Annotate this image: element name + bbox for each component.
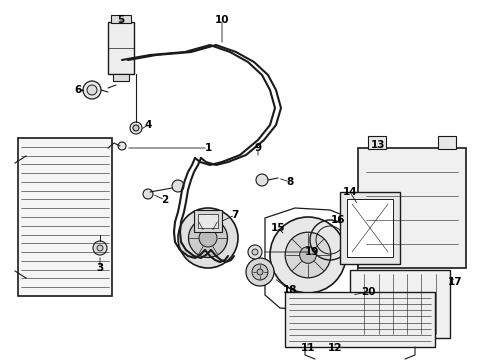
Bar [358, 148, 466, 268]
Circle shape [178, 208, 238, 268]
Text: 19: 19 [305, 247, 319, 257]
Text: 7: 7 [231, 210, 239, 220]
Text: 10: 10 [215, 15, 229, 25]
Text: 6: 6 [74, 85, 82, 95]
Circle shape [199, 229, 217, 247]
Bar [198, 214, 218, 228]
Bar [194, 210, 222, 232]
Circle shape [246, 258, 274, 286]
Circle shape [248, 245, 262, 259]
Circle shape [93, 241, 107, 255]
Text: 3: 3 [97, 263, 103, 273]
Circle shape [270, 217, 346, 293]
Text: 20: 20 [361, 287, 375, 297]
Circle shape [252, 264, 268, 280]
Bar [18, 138, 112, 296]
Circle shape [87, 85, 97, 95]
Text: 13: 13 [371, 140, 385, 150]
Circle shape [83, 81, 101, 99]
Circle shape [257, 269, 263, 275]
Bar [108, 22, 134, 74]
Circle shape [172, 180, 184, 192]
Text: 12: 12 [328, 343, 342, 353]
Circle shape [285, 232, 331, 278]
Bar [347, 199, 393, 257]
Circle shape [133, 125, 139, 131]
Bar [113, 74, 129, 81]
Circle shape [97, 245, 103, 251]
Circle shape [300, 247, 317, 264]
Circle shape [143, 189, 153, 199]
Circle shape [130, 122, 142, 134]
Text: 17: 17 [448, 277, 462, 287]
Text: 11: 11 [301, 343, 315, 353]
Bar [340, 192, 400, 264]
Bar [368, 136, 386, 149]
Text: 9: 9 [254, 143, 262, 153]
Text: 18: 18 [283, 285, 297, 295]
Bar [285, 292, 435, 347]
Text: 14: 14 [343, 187, 357, 197]
Circle shape [189, 219, 227, 257]
Text: 16: 16 [331, 215, 345, 225]
Text: 1: 1 [204, 143, 212, 153]
Text: 4: 4 [145, 120, 152, 130]
Circle shape [118, 142, 126, 150]
Text: 5: 5 [118, 15, 124, 25]
Text: 2: 2 [161, 195, 169, 205]
Bar [111, 15, 131, 23]
Circle shape [256, 174, 268, 186]
Bar [438, 136, 456, 149]
Text: 8: 8 [286, 177, 294, 187]
Circle shape [252, 249, 258, 255]
Text: 15: 15 [271, 223, 285, 233]
Bar [350, 270, 450, 338]
